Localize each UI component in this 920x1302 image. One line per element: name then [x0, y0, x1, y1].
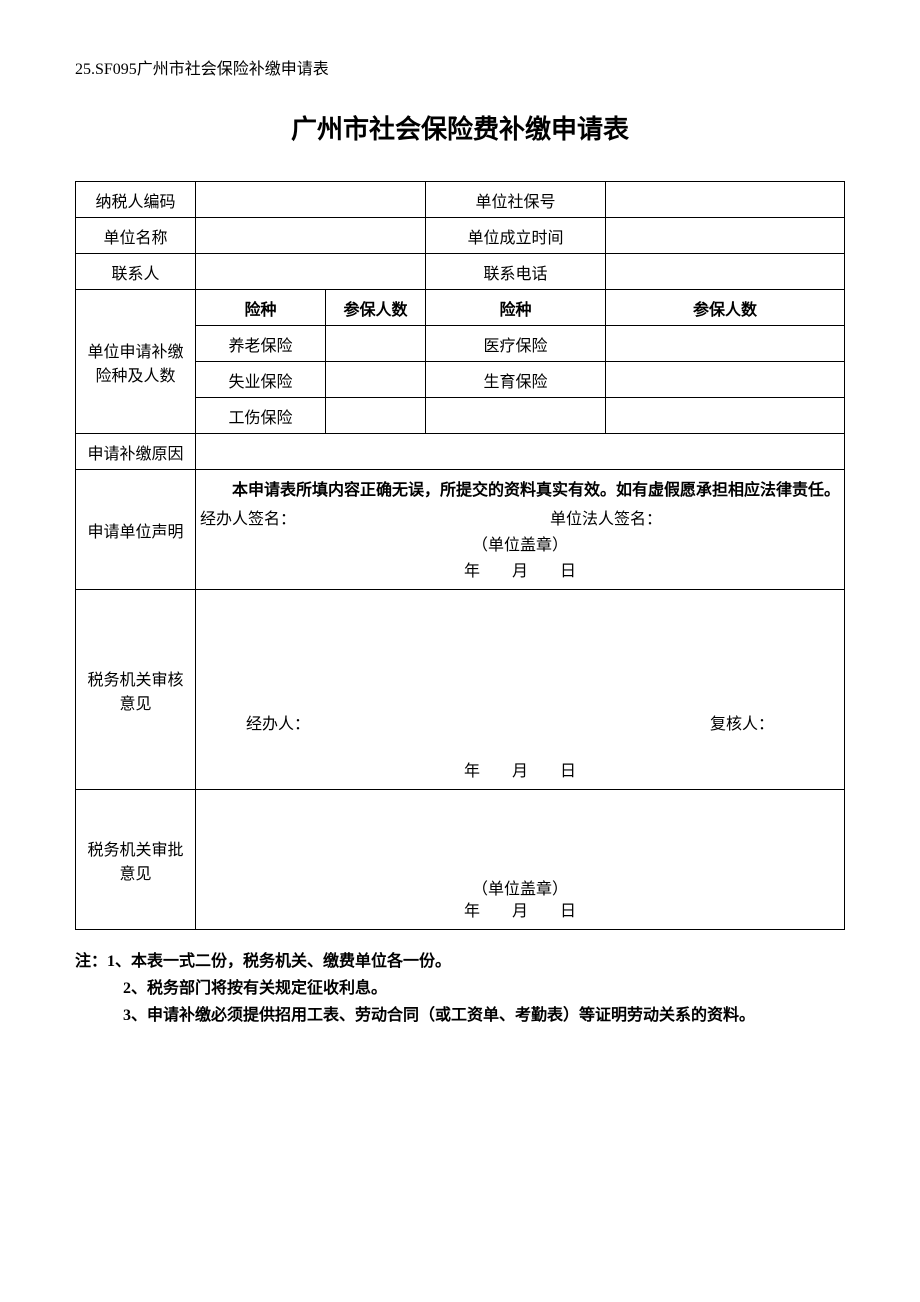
pension-insurance-label: 养老保险: [196, 326, 326, 362]
taxpayer-code-label: 纳税人编码: [76, 182, 196, 218]
workinjury-count-field[interactable]: [326, 398, 426, 434]
reviewer-label: 复核人：: [710, 710, 774, 734]
reason-field[interactable]: [196, 434, 845, 470]
unit-social-no-label: 单位社保号: [426, 182, 606, 218]
unemployment-insurance-label: 失业保险: [196, 362, 326, 398]
unit-name-field[interactable]: [196, 218, 426, 254]
form-reference: 25.SF095广州市社会保险补缴申请表: [75, 55, 845, 79]
review-date: 年 月 日: [196, 757, 844, 781]
phone-label: 联系电话: [426, 254, 606, 290]
tax-approval-label: 税务机关审批意见: [76, 790, 196, 930]
legal-signature-label: 单位法人签名：: [490, 505, 840, 529]
note-1: 1、本表一式二份，税务机关、缴费单位各一份。: [107, 948, 451, 975]
medical-insurance-label: 医疗保险: [426, 326, 606, 362]
unit-social-no-field[interactable]: [606, 182, 845, 218]
approval-seal-label: （单位盖章）: [196, 875, 844, 899]
unit-name-label: 单位名称: [76, 218, 196, 254]
contact-label: 联系人: [76, 254, 196, 290]
handler-signature-label: 经办人签名：: [200, 505, 490, 529]
declaration-cell: 本申请表所填内容正确无误，所提交的资料真实有效。如有虚假愿承担相应法律责任。 经…: [196, 470, 845, 590]
workinjury-insurance-label: 工伤保险: [196, 398, 326, 434]
tax-approval-cell: （单位盖章） 年 月 日: [196, 790, 845, 930]
notes-section: 注： 1、本表一式二份，税务机关、缴费单位各一份。 2、税务部门将按有关规定征收…: [75, 948, 845, 1030]
phone-field[interactable]: [606, 254, 845, 290]
blank-insurance-cell: [426, 398, 606, 434]
note-3: 3、申请补缴必须提供招用工表、劳动合同（或工资单、考勤表）等证明劳动关系的资料。: [75, 1002, 845, 1029]
unit-setup-time-field[interactable]: [606, 218, 845, 254]
pension-count-field[interactable]: [326, 326, 426, 362]
note-2: 2、税务部门将按有关规定征收利息。: [75, 975, 845, 1002]
apply-types-label: 单位申请补缴险种及人数: [76, 290, 196, 434]
declaration-label: 申请单位声明: [76, 470, 196, 590]
blank-count-cell: [606, 398, 845, 434]
taxpayer-code-field[interactable]: [196, 182, 426, 218]
contact-field[interactable]: [196, 254, 426, 290]
medical-count-field[interactable]: [606, 326, 845, 362]
maternity-count-field[interactable]: [606, 362, 845, 398]
unit-seal-label: （单位盖章）: [200, 531, 840, 555]
tax-review-cell: 经办人： 复核人： 年 月 日: [196, 590, 845, 790]
notes-prefix: 注：: [75, 948, 107, 975]
declaration-date: 年 月 日: [200, 557, 840, 581]
reason-label: 申请补缴原因: [76, 434, 196, 470]
form-title: 广州市社会保险费补缴申请表: [75, 109, 845, 146]
tax-review-label: 税务机关审核意见: [76, 590, 196, 790]
insured-count-col-2: 参保人数: [606, 290, 845, 326]
approval-date: 年 月 日: [196, 897, 844, 921]
insurance-type-col-1: 险种: [196, 290, 326, 326]
insurance-type-col-2: 险种: [426, 290, 606, 326]
application-form-table: 纳税人编码 单位社保号 单位名称 单位成立时间 联系人 联系电话 单位申请补缴险…: [75, 181, 845, 930]
insured-count-col-1: 参保人数: [326, 290, 426, 326]
unit-setup-time-label: 单位成立时间: [426, 218, 606, 254]
review-handler-label: 经办人：: [246, 710, 310, 734]
declaration-text: 本申请表所填内容正确无误，所提交的资料真实有效。如有虚假愿承担相应法律责任。: [200, 478, 840, 504]
unemployment-count-field[interactable]: [326, 362, 426, 398]
maternity-insurance-label: 生育保险: [426, 362, 606, 398]
